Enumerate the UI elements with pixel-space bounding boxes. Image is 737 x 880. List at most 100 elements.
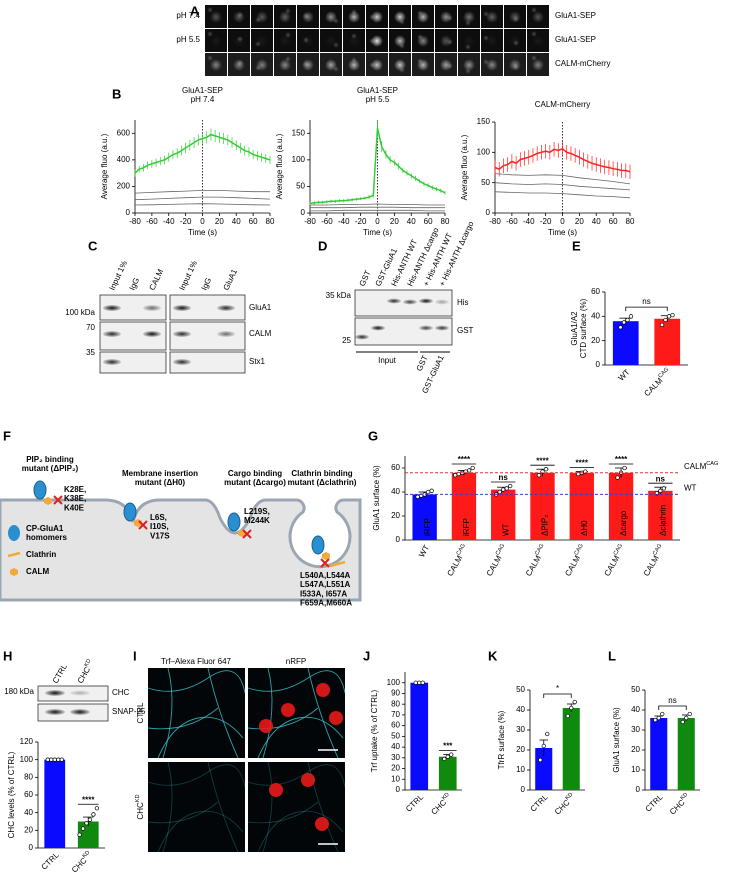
y-tick-label: 0	[596, 360, 601, 369]
mw-marker: 35	[86, 348, 95, 357]
row-label: CHCKD	[135, 794, 145, 819]
lane-label: IgG	[200, 276, 214, 292]
channel-label: CALM-mCherry	[555, 59, 611, 68]
y-tick-label: 60	[24, 790, 33, 799]
nucleus	[315, 817, 329, 831]
panel-letter: C	[88, 238, 98, 253]
blot-band	[173, 359, 191, 365]
bar	[530, 472, 555, 540]
bar	[44, 759, 66, 848]
legend-icon	[7, 551, 21, 558]
bar-label: iRFP	[462, 518, 471, 536]
micrograph	[148, 762, 245, 852]
data-point	[569, 705, 574, 711]
panel-letter: G	[368, 428, 378, 443]
blot-band	[45, 690, 65, 696]
y-tick-label: 10	[631, 765, 640, 774]
series-line	[494, 147, 631, 173]
x-tick-label: 20	[215, 217, 224, 226]
data-point	[429, 488, 434, 493]
y-tick-label: 600	[117, 128, 131, 137]
panel-letter: H	[3, 648, 12, 663]
x-tick-label: 40	[407, 217, 416, 226]
image-spot	[351, 33, 357, 39]
data-point	[663, 317, 668, 323]
image-spot	[465, 44, 471, 50]
y-tick-label: 40	[631, 705, 640, 714]
mutant-name: Clathrin binding mutant (Δclathrin)	[288, 469, 357, 487]
receptor	[123, 502, 137, 522]
band-label: GluA1	[249, 303, 272, 312]
image-spot	[417, 34, 423, 40]
significance-label: ****	[458, 455, 471, 464]
mw-marker: 180 kDa	[4, 687, 34, 696]
image-spot	[513, 40, 519, 46]
data-point	[504, 486, 509, 491]
series-line	[494, 173, 631, 185]
nucleus	[329, 711, 343, 725]
x-tick-label: -40	[338, 217, 350, 226]
text-line: pH 7.4	[191, 95, 215, 104]
series-line	[134, 196, 271, 201]
image-spot	[255, 41, 261, 47]
x-tick-label: 60	[609, 217, 618, 226]
y-tick-label: 100	[292, 155, 306, 164]
y-axis-label: Average fluo (a.u.)	[100, 133, 109, 199]
y-tick-label: 30	[391, 753, 400, 762]
text-line: mutant (ΔH0)	[135, 478, 186, 487]
data-point	[628, 314, 634, 319]
x-tick-label: -20	[180, 217, 192, 226]
significance-label: ***	[443, 742, 453, 751]
blot-band	[173, 305, 191, 311]
image-spot	[483, 11, 489, 17]
lane-label: CTRL	[51, 662, 70, 685]
x-tick-label: 60	[249, 217, 258, 226]
text-base: CALM	[684, 462, 707, 471]
text-line: Cargo binding	[228, 469, 282, 478]
image-spot	[348, 11, 360, 23]
y-tick-label: 20	[591, 336, 600, 345]
significance-label: ****	[536, 456, 549, 465]
blot-band	[371, 325, 385, 331]
series-line	[494, 182, 631, 191]
image-spot	[207, 31, 213, 37]
neurite	[257, 810, 344, 853]
blot-band	[403, 299, 417, 305]
bar-label: Δcargo	[619, 510, 628, 536]
band-label: His	[457, 298, 469, 307]
x-tick-label: 80	[441, 217, 450, 226]
legend-icon	[8, 525, 20, 541]
mutant-residues: L6S, I10S, V17S	[150, 513, 170, 540]
x-tick-label: -20	[355, 217, 367, 226]
text-line: I10S,	[150, 522, 169, 531]
image-spot	[333, 66, 339, 72]
text-base: CHC	[136, 802, 145, 820]
data-point	[545, 731, 550, 737]
chart-title: GluA1-SEP pH 7.4	[182, 86, 223, 104]
y-tick-label: 0	[396, 785, 401, 794]
x-tick-label: 0	[560, 217, 565, 226]
data-point	[442, 756, 447, 762]
bar	[654, 318, 681, 365]
bar	[650, 718, 668, 790]
data-point	[666, 314, 672, 319]
legend-icon	[10, 568, 18, 576]
y-tick-label: 20	[391, 511, 400, 520]
micrograph	[148, 668, 245, 758]
data-point	[49, 757, 54, 762]
blot-band	[70, 709, 90, 715]
bracket	[543, 693, 572, 698]
x-tick-label: 80	[266, 217, 275, 226]
band-label: SNAP-25	[112, 707, 146, 716]
x-tick-label: -40	[523, 217, 535, 226]
x-axis-label: Time (s)	[548, 228, 577, 237]
data-point	[656, 715, 661, 721]
bracket	[658, 705, 687, 710]
data-point	[622, 465, 627, 471]
data-point	[497, 489, 502, 495]
panel-letter: D	[318, 238, 327, 253]
bar-label: Δclathrin	[658, 505, 667, 536]
image-spot	[303, 13, 309, 19]
image-spot	[417, 58, 423, 64]
band-label: CHC	[112, 688, 130, 697]
